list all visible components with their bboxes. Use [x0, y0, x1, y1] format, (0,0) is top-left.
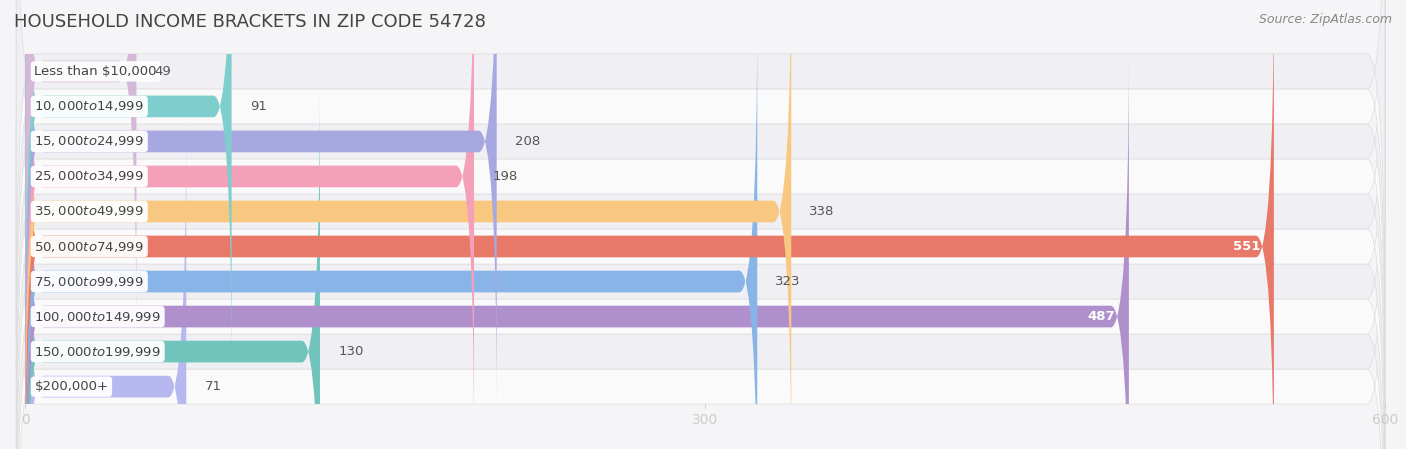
Text: $150,000 to $199,999: $150,000 to $199,999 [35, 344, 162, 359]
Text: HOUSEHOLD INCOME BRACKETS IN ZIP CODE 54728: HOUSEHOLD INCOME BRACKETS IN ZIP CODE 54… [14, 13, 486, 31]
FancyBboxPatch shape [25, 117, 186, 449]
Text: 208: 208 [515, 135, 540, 148]
Text: 551: 551 [1233, 240, 1260, 253]
FancyBboxPatch shape [25, 12, 758, 449]
FancyBboxPatch shape [25, 0, 474, 446]
Text: $10,000 to $14,999: $10,000 to $14,999 [35, 99, 145, 114]
FancyBboxPatch shape [17, 54, 1385, 449]
Text: $35,000 to $49,999: $35,000 to $49,999 [35, 204, 145, 219]
Text: $200,000+: $200,000+ [35, 380, 108, 393]
Text: $25,000 to $34,999: $25,000 to $34,999 [35, 169, 145, 184]
Text: Source: ZipAtlas.com: Source: ZipAtlas.com [1258, 13, 1392, 26]
FancyBboxPatch shape [25, 82, 321, 449]
FancyBboxPatch shape [25, 0, 792, 449]
FancyBboxPatch shape [25, 0, 1274, 449]
FancyBboxPatch shape [17, 19, 1385, 449]
FancyBboxPatch shape [17, 0, 1385, 404]
FancyBboxPatch shape [25, 0, 136, 341]
Text: $50,000 to $74,999: $50,000 to $74,999 [35, 239, 145, 254]
FancyBboxPatch shape [17, 0, 1385, 439]
Text: 338: 338 [810, 205, 835, 218]
FancyBboxPatch shape [17, 124, 1385, 449]
FancyBboxPatch shape [17, 0, 1385, 449]
Text: 487: 487 [1088, 310, 1115, 323]
FancyBboxPatch shape [25, 0, 496, 411]
Text: 91: 91 [250, 100, 267, 113]
FancyBboxPatch shape [25, 47, 1129, 449]
Text: 130: 130 [337, 345, 364, 358]
Text: $15,000 to $24,999: $15,000 to $24,999 [35, 134, 145, 149]
FancyBboxPatch shape [25, 0, 232, 376]
FancyBboxPatch shape [17, 0, 1385, 334]
Text: $100,000 to $149,999: $100,000 to $149,999 [35, 309, 162, 324]
Text: 323: 323 [775, 275, 801, 288]
Text: Less than $10,000: Less than $10,000 [35, 65, 157, 78]
Text: 198: 198 [492, 170, 517, 183]
Text: $75,000 to $99,999: $75,000 to $99,999 [35, 274, 145, 289]
FancyBboxPatch shape [17, 0, 1385, 369]
Text: 71: 71 [204, 380, 221, 393]
FancyBboxPatch shape [17, 89, 1385, 449]
FancyBboxPatch shape [17, 0, 1385, 449]
Text: 49: 49 [155, 65, 172, 78]
